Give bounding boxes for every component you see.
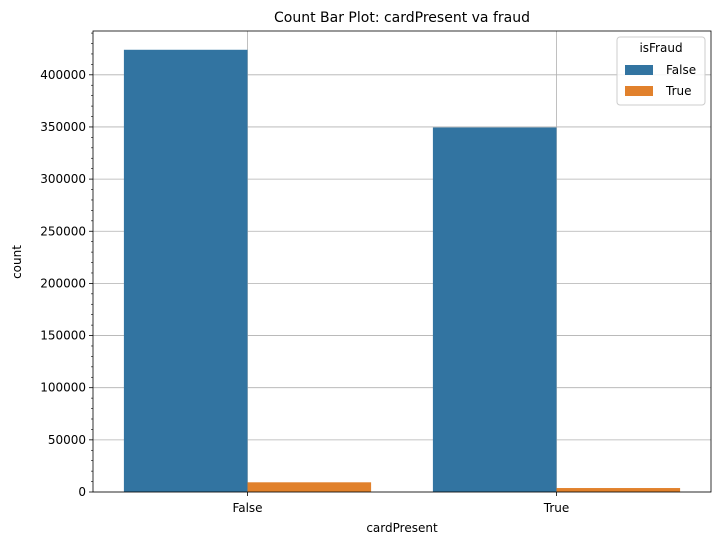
y-tick-label: 150000 <box>40 329 86 343</box>
bar-false-true <box>432 127 557 492</box>
y-axis-title: count <box>10 245 24 279</box>
legend-title: isFraud <box>639 41 682 55</box>
bars <box>123 49 681 493</box>
legend-items: False True <box>625 63 696 98</box>
x-axis: False True <box>232 492 569 515</box>
y-tick-label: 300000 <box>40 172 86 186</box>
legend-swatch <box>625 86 653 96</box>
y-tick-label: 200000 <box>40 276 86 290</box>
y-tick-label: 250000 <box>40 224 86 238</box>
x-tick-label: False <box>232 501 262 515</box>
y-axis: 0 50000 100000 150000 200000 250000 300000 3500… <box>40 32 93 499</box>
legend: isFraud False True <box>616 36 706 106</box>
bar-true-true <box>556 488 681 492</box>
x-tick-label: True <box>543 501 570 515</box>
y-tick-label: 350000 <box>40 120 86 134</box>
y-tick-label: 0 <box>78 485 86 499</box>
y-tick-label: 400000 <box>40 68 86 82</box>
legend-swatch <box>625 65 653 75</box>
bar-true-false <box>247 482 372 492</box>
y-tick-label: 100000 <box>40 381 86 395</box>
legend-label: True <box>665 84 692 98</box>
bar-false-false <box>123 49 248 493</box>
plot-frame <box>92 30 712 493</box>
legend-label: False <box>666 63 696 77</box>
y-tick-label: 50000 <box>48 433 86 447</box>
x-axis-title: cardPresent <box>366 521 438 535</box>
chart-title: Count Bar Plot: cardPresent va fraud <box>274 10 530 26</box>
